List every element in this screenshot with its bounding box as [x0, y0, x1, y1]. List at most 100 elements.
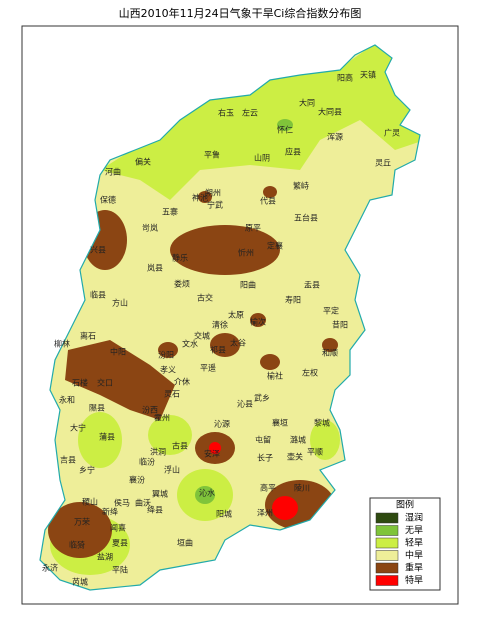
region-severe [158, 342, 178, 358]
county-label: 忻州 [238, 248, 254, 258]
county-label: 沁源 [214, 419, 230, 429]
county-label: 浑源 [327, 133, 343, 142]
region-none [195, 486, 215, 504]
county-label: 榆次 [250, 317, 266, 327]
county-label: 潞城 [290, 435, 306, 445]
county-label: 平遥 [200, 363, 216, 373]
legend-label: 特旱 [405, 574, 423, 586]
county-label: 石楼 [72, 378, 88, 388]
county-label: 灵丘 [375, 159, 391, 168]
county-label: 孝义 [160, 366, 176, 375]
county-label: 临汾 [139, 457, 155, 467]
region-severe [250, 313, 266, 327]
legend-label: 湿润 [405, 512, 423, 524]
county-label: 高平 [260, 483, 276, 493]
county-label: 闻喜 [110, 523, 126, 533]
county-label: 榆社 [267, 371, 283, 381]
county-label: 侯马 [114, 499, 130, 508]
county-label: 安泽 [204, 449, 220, 459]
county-label: 沁水 [199, 488, 215, 498]
region-light [78, 412, 122, 468]
county-label: 临县 [90, 290, 106, 300]
county-label: 天镇 [360, 70, 376, 80]
county-label: 蒲县 [99, 432, 115, 442]
county-label: 原平 [245, 224, 261, 233]
region-none [277, 119, 293, 131]
map-title: 山西2010年11月24日气象干旱Ci综合指数分布图 [119, 6, 362, 20]
county-label: 代县 [260, 196, 276, 206]
region-light [310, 420, 340, 460]
frame [21, 25, 459, 605]
county-label: 交城 [194, 331, 210, 341]
county-label: 新绛 [102, 507, 118, 517]
county-label: 临猗 [69, 540, 85, 550]
county-label: 娄烦 [174, 279, 190, 289]
legend-swatch [375, 562, 399, 574]
county-label: 太谷 [230, 338, 246, 348]
county-label: 吉县 [60, 456, 76, 465]
county-label: 汾西 [142, 405, 158, 415]
county-label: 五台县 [294, 213, 318, 223]
county-label: 万荣 [74, 517, 90, 527]
legend-label: 重旱 [405, 562, 423, 574]
county-label: 隰县 [89, 403, 105, 413]
region-severe [170, 225, 280, 275]
region-extreme [272, 496, 298, 520]
county-label: 阳曲 [240, 280, 256, 290]
county-label: 屯留 [255, 435, 271, 445]
county-label: 长子 [257, 453, 273, 463]
county-label: 广灵 [384, 128, 400, 138]
county-label: 黎城 [314, 418, 330, 428]
county-label: 稷山 [82, 497, 98, 507]
county-label: 武乡 [254, 393, 270, 403]
county-label: 盐湖 [97, 552, 113, 562]
county-label: 神池 [192, 193, 208, 203]
region-extreme [209, 442, 221, 454]
county-label: 阳城 [216, 510, 232, 519]
county-label: 襄汾 [129, 475, 145, 485]
county-label: 朔州 [205, 188, 221, 198]
county-label: 太原 [228, 310, 244, 320]
county-label: 曲沃 [135, 498, 151, 508]
county-label: 左云 [242, 108, 258, 118]
county-label: 陵川 [294, 484, 310, 493]
county-label: 壶关 [287, 452, 303, 462]
county-label: 介休 [174, 377, 190, 387]
county-label: 夏县 [112, 539, 128, 548]
county-label: 右玉 [218, 108, 234, 118]
county-label: 应县 [285, 147, 301, 157]
county-label: 中阳 [110, 347, 126, 357]
region-severe [198, 191, 212, 203]
county-label: 大宁 [70, 423, 86, 433]
county-label: 怀仁 [277, 125, 293, 135]
county-label: 沁县 [237, 399, 253, 409]
county-label: 平陆 [112, 565, 128, 575]
county-label: 汾阳 [158, 350, 174, 360]
county-label: 泽州 [257, 509, 273, 518]
county-label: 静乐 [172, 253, 188, 263]
county-label: 偏关 [135, 157, 151, 167]
county-label: 保德 [100, 195, 116, 205]
county-label: 灵石 [164, 390, 180, 399]
county-label: 阳高 [337, 73, 353, 83]
county-label: 襄垣 [272, 418, 288, 428]
region-light [100, 45, 420, 200]
legend-swatch [375, 550, 399, 561]
county-label: 寿阳 [285, 295, 301, 305]
legend-swatch [375, 575, 399, 586]
county-label: 乡宁 [79, 465, 95, 475]
county-label: 平顺 [307, 448, 323, 457]
county-label: 大同 [299, 98, 315, 108]
legend-swatch [375, 537, 399, 549]
county-label: 浮山 [164, 465, 180, 475]
region-severe [322, 338, 338, 352]
county-label: 左权 [302, 368, 318, 378]
legend-label: 轻旱 [405, 537, 423, 549]
county-label: 兴县 [90, 246, 106, 255]
county-label: 岢岚 [142, 224, 158, 233]
county-label: 芮城 [72, 577, 88, 587]
region-severe [65, 340, 175, 420]
county-label: 平鲁 [204, 150, 220, 160]
